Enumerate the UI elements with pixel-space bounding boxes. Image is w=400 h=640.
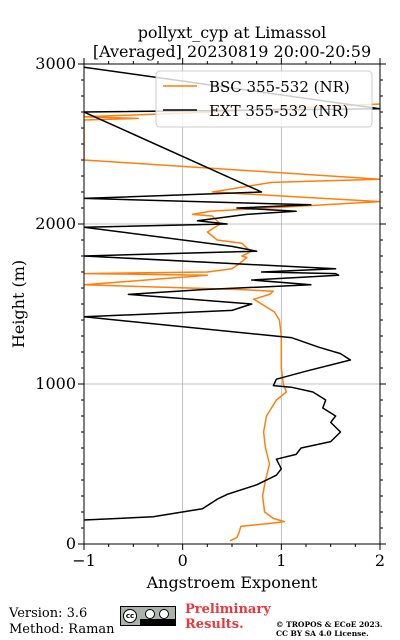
- axis-ticks: [78, 58, 386, 550]
- chart-title: pollyxt_cyp at Limassol: [138, 23, 327, 42]
- license-text: CC BY SA 4.0 License.: [276, 629, 369, 638]
- grid-lines: [83, 63, 381, 545]
- preliminary-label: Preliminary: [185, 602, 271, 617]
- x-tick-label: −1: [72, 551, 96, 570]
- cc-icon: cc: [123, 609, 137, 623]
- series-line-ext: [84, 66, 380, 521]
- x-axis-label: Angstroem Exponent: [146, 573, 318, 592]
- x-tick-labels: −1 0 1 2: [72, 551, 385, 570]
- y-tick-label: 1000: [35, 374, 76, 393]
- by-icon: [145, 609, 155, 619]
- x-tick-label: 0: [178, 551, 188, 570]
- y-tick-label: 0: [66, 534, 76, 553]
- preliminary-results-label: Results.: [185, 617, 244, 632]
- sa-icon: [159, 609, 169, 619]
- method-text: Method: Raman: [9, 622, 115, 637]
- version-text: Version: 3.6: [9, 606, 88, 621]
- chart: pollyxt_cyp at Limassol [Averaged] 20230…: [9, 23, 386, 592]
- y-axis-label: Height (m): [9, 260, 28, 348]
- y-tick-label: 3000: [35, 54, 76, 73]
- chart-subtitle: [Averaged] 20230819 20:00-20:59: [93, 42, 371, 61]
- y-tick-labels: 0 1000 2000 3000: [35, 54, 76, 553]
- legend: BSC 355-532 (NR) EXT 355-532 (NR): [155, 70, 373, 128]
- x-tick-label: 2: [375, 551, 385, 570]
- x-tick-label: 1: [276, 551, 286, 570]
- cc-by-sa-icon: cc: [120, 606, 176, 626]
- license-strip: [140, 619, 175, 625]
- y-tick-label: 2000: [35, 214, 76, 233]
- series-layer: [84, 66, 380, 542]
- legend-label-ext: EXT 355-532 (NR): [209, 102, 349, 120]
- legend-box: [155, 70, 373, 128]
- copyright-text: © TROPOS & ECoE 2023.: [276, 620, 383, 629]
- series-line-bsc: [84, 103, 380, 542]
- legend-label-bsc: BSC 355-532 (NR): [209, 78, 350, 96]
- plot-frame: [83, 63, 381, 545]
